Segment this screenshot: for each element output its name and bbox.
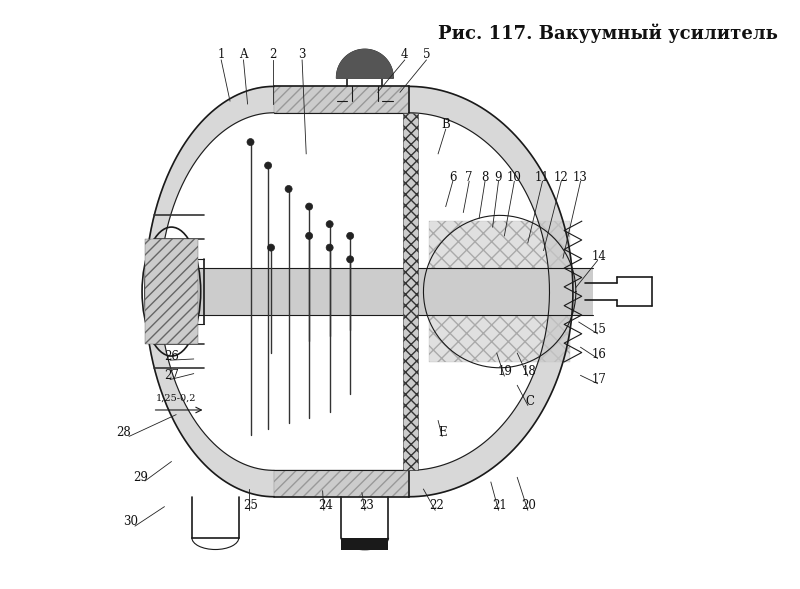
Text: 22: 22 — [430, 499, 444, 512]
Text: 20: 20 — [522, 499, 537, 512]
Text: 14: 14 — [592, 250, 606, 263]
Circle shape — [326, 244, 333, 251]
Text: 7: 7 — [466, 171, 473, 184]
Text: 30: 30 — [123, 515, 138, 528]
Polygon shape — [145, 87, 274, 497]
Text: 6: 6 — [449, 171, 457, 184]
Text: 12: 12 — [554, 171, 569, 184]
Circle shape — [346, 232, 354, 239]
Polygon shape — [409, 87, 573, 497]
Bar — [403, 112, 418, 471]
Circle shape — [265, 162, 272, 169]
Bar — [430, 221, 570, 362]
Text: Рис. 117. Вакуумный усилитель: Рис. 117. Вакуумный усилитель — [438, 24, 778, 43]
Text: 13: 13 — [573, 171, 588, 184]
Text: 1,25-0,2: 1,25-0,2 — [155, 394, 196, 403]
Bar — [342, 538, 388, 550]
Circle shape — [306, 203, 313, 210]
Text: 25: 25 — [243, 499, 258, 512]
Text: 21: 21 — [492, 499, 507, 512]
Text: 27: 27 — [164, 369, 179, 382]
Text: B: B — [442, 118, 450, 131]
Text: 23: 23 — [359, 499, 374, 512]
Text: 5: 5 — [422, 48, 430, 61]
Polygon shape — [337, 49, 393, 78]
Text: 11: 11 — [535, 171, 550, 184]
Text: 17: 17 — [592, 373, 606, 386]
Text: 24: 24 — [318, 499, 333, 512]
Text: 4: 4 — [401, 48, 409, 61]
Bar — [178, 268, 594, 315]
Text: 29: 29 — [134, 471, 148, 484]
Text: C: C — [526, 395, 534, 408]
Circle shape — [267, 244, 274, 251]
Text: E: E — [438, 426, 446, 439]
Text: 9: 9 — [494, 171, 502, 184]
Text: 2: 2 — [269, 48, 277, 61]
Text: A: A — [239, 48, 248, 61]
Text: 15: 15 — [592, 323, 606, 336]
Circle shape — [326, 221, 333, 228]
Bar — [274, 87, 409, 112]
Circle shape — [306, 232, 313, 239]
Text: 10: 10 — [507, 171, 522, 184]
Text: 16: 16 — [592, 348, 606, 361]
Text: 8: 8 — [482, 171, 489, 184]
Text: 28: 28 — [116, 426, 130, 439]
Circle shape — [247, 138, 254, 145]
Text: 26: 26 — [164, 349, 179, 363]
Text: 19: 19 — [498, 365, 513, 378]
Text: 3: 3 — [298, 48, 306, 61]
Text: 18: 18 — [522, 365, 536, 378]
Bar — [145, 239, 198, 345]
Bar — [274, 471, 409, 497]
Circle shape — [346, 256, 354, 263]
Circle shape — [285, 186, 292, 193]
Text: 1: 1 — [218, 48, 225, 61]
